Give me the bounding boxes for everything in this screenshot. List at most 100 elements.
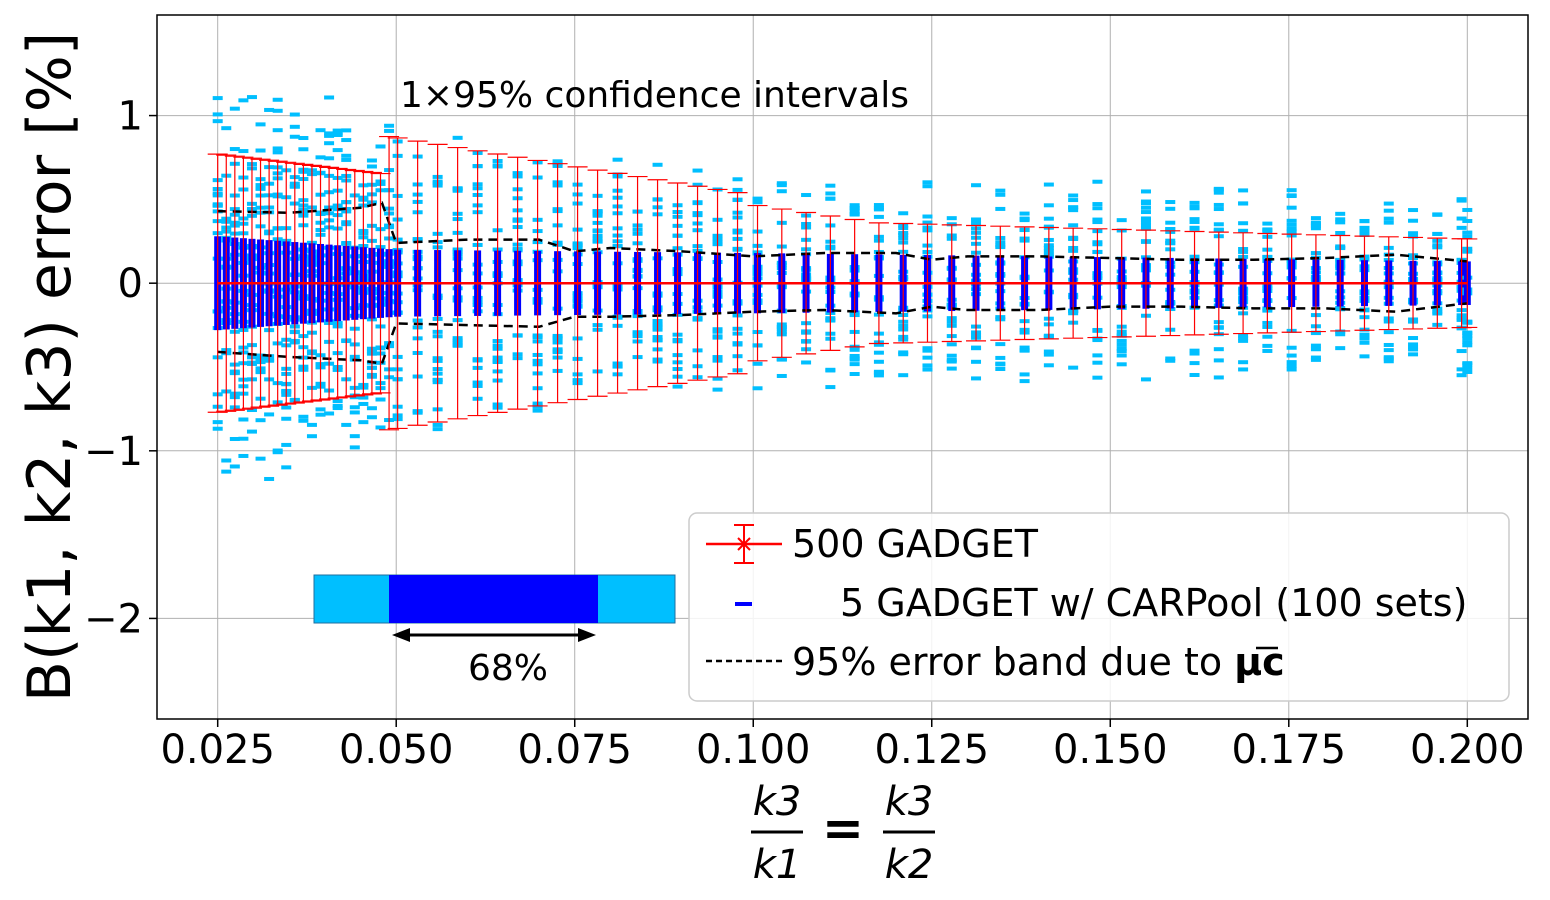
carpool-outer-mark	[1462, 340, 1473, 345]
carpool-outer-mark	[1462, 365, 1473, 370]
carpool-outer-mark	[801, 193, 812, 198]
carpool-outer-mark	[1310, 343, 1321, 348]
carpool-outer-mark	[873, 214, 884, 219]
carpool-outer-mark	[1189, 200, 1200, 205]
carpool-outer-mark	[272, 150, 283, 155]
carpool-outer-mark	[1189, 204, 1200, 209]
carpool-outer-mark	[1408, 208, 1419, 213]
carpool-outer-mark	[358, 395, 369, 400]
carpool-outer-mark	[1462, 207, 1473, 212]
carpool-outer-mark	[1116, 218, 1127, 223]
carpool-outer-mark	[946, 353, 957, 358]
carpool-outer-mark	[849, 212, 860, 217]
carpool-outer-mark	[752, 386, 763, 391]
carpool-outer-mark	[1043, 349, 1054, 354]
carpool-outer-mark	[324, 131, 335, 136]
carpool-outer-mark	[995, 355, 1006, 360]
legend: 500 GADGET 5 GADGET w/ CARPool (100 sets…	[688, 512, 1510, 702]
carpool-outer-mark	[229, 436, 240, 441]
carpool-outer-mark	[212, 119, 223, 124]
carpool-outer-mark	[1165, 200, 1176, 205]
carpool-outer-mark	[229, 464, 240, 469]
carpool-outer-mark	[324, 95, 335, 100]
carpool-outer-mark	[1092, 179, 1103, 184]
carpool-outer-mark	[366, 415, 377, 420]
carpool-outer-mark	[1286, 353, 1297, 358]
carpool-outer-mark	[1213, 202, 1224, 207]
carpool-outer-mark	[1462, 234, 1473, 239]
carpool-outer-mark	[289, 134, 300, 139]
carpool-outer-mark	[1140, 210, 1151, 215]
carpool-outer-mark	[1213, 358, 1224, 363]
band-upper-line	[217, 201, 1468, 263]
carpool-outer-mark	[1359, 229, 1370, 234]
arrow-left-head	[392, 628, 410, 642]
carpool-outer-mark	[1286, 193, 1297, 198]
carpool-outer-mark	[1462, 362, 1473, 367]
carpool-outer-mark	[1238, 360, 1249, 365]
y-tick-label: −2	[84, 596, 143, 642]
carpool-outer-mark	[873, 350, 884, 355]
x-tick-label: 0.125	[875, 727, 990, 773]
legend-marker-gadget	[706, 524, 782, 564]
carpool-outer-mark	[1092, 202, 1103, 207]
x-tick-label: 0.175	[1232, 727, 1347, 773]
carpool-outer-mark	[1213, 207, 1224, 212]
carpool-outer-mark	[298, 147, 309, 152]
carpool-outer-mark	[272, 108, 283, 113]
carpool-outer-mark	[1383, 342, 1394, 347]
carpool-outer-mark	[752, 361, 763, 366]
carpool-outer-mark	[752, 200, 763, 205]
carpool-outer-mark	[1359, 218, 1370, 223]
carpool-outer-mark	[238, 436, 249, 441]
carpool-outer-mark	[849, 362, 860, 367]
carpool-outer-mark	[1462, 369, 1473, 374]
carpool-outer-mark	[272, 450, 283, 455]
carpool-outer-mark	[366, 406, 377, 411]
carpool-outer-mark	[1092, 338, 1103, 343]
carpool-outer-mark	[1019, 372, 1030, 377]
carpool-outer-mark	[324, 133, 335, 138]
carpool-outer-mark	[324, 156, 335, 161]
carpool-outer-mark	[332, 148, 343, 153]
carpool-outer-mark	[1310, 216, 1321, 221]
carpool-outer-mark	[1456, 225, 1467, 230]
carpool-outer-mark	[366, 164, 377, 169]
carpool-outer-mark	[349, 405, 360, 410]
carpool-outer-mark	[1213, 347, 1224, 352]
carpool-outer-mark	[692, 182, 703, 187]
plot-frame	[156, 14, 1529, 720]
carpool-outer-mark	[776, 189, 787, 194]
carpool-outer-mark	[238, 417, 249, 422]
carpool-outer-mark	[255, 418, 266, 423]
carpool-outer-mark	[1383, 356, 1394, 361]
carpool-outer-mark	[1335, 230, 1346, 235]
carpool-outer-mark	[1092, 217, 1103, 222]
carpool-outer-mark	[1189, 217, 1200, 222]
carpool-outer-mark	[1359, 225, 1370, 230]
carpool-outer-mark	[1189, 219, 1200, 224]
carpool-outer-mark	[212, 112, 223, 117]
carpool-outer-mark	[238, 149, 249, 154]
x-label-num1: k3	[753, 779, 802, 825]
carpool-outer-mark	[873, 205, 884, 210]
carpool-outer-mark	[1462, 343, 1473, 348]
carpool-outer-mark	[212, 96, 223, 101]
carpool-outer-mark	[246, 408, 257, 413]
carpool-outer-mark	[1165, 356, 1176, 361]
carpool-outer-mark	[264, 412, 275, 417]
x-label-num2: k3	[885, 779, 934, 825]
carpool-outer-mark	[332, 403, 343, 408]
carpool-outer-mark	[946, 216, 957, 221]
carpool-outer-mark	[1262, 348, 1273, 353]
carpool-outer-mark	[298, 136, 309, 141]
carpool-outer-mark	[306, 422, 317, 427]
carpool-outer-mark	[1068, 208, 1079, 213]
carpool-outer-mark	[1238, 333, 1249, 338]
carpool-outer-mark	[995, 192, 1006, 197]
carpool-outer-mark	[1238, 367, 1249, 372]
carpool-outer-mark	[971, 217, 982, 222]
legend-label-band: 95% error band due to μc	[792, 640, 1285, 684]
carpool-outer-mark	[873, 371, 884, 376]
carpool-outer-mark	[1462, 334, 1473, 339]
